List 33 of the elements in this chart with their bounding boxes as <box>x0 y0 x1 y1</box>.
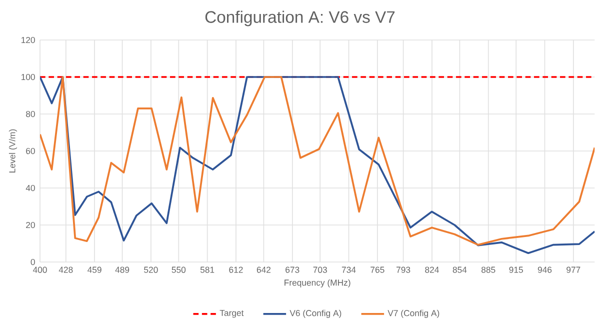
x-tick-label: 581 <box>200 266 214 273</box>
legend-label: V7 (Config A) <box>388 310 440 318</box>
x-tick-label: 459 <box>88 266 102 273</box>
y-tick-label: 40 <box>26 184 35 192</box>
x-tick-label: 612 <box>229 266 243 273</box>
x-tick-label: 915 <box>509 266 523 273</box>
x-tick-label: 550 <box>172 266 186 273</box>
x-axis-title: Frequency (MHz) <box>284 279 350 288</box>
x-tick-label: 520 <box>144 266 158 273</box>
chart-title: Configuration A: V6 vs V7 <box>205 10 395 26</box>
x-tick-label: 703 <box>313 266 327 273</box>
x-tick-label: 854 <box>452 266 467 273</box>
y-tick-label: 60 <box>26 148 35 154</box>
y-tick-label: 20 <box>26 222 35 228</box>
x-tick-label: 673 <box>286 266 300 273</box>
x-tick-label: 428 <box>58 266 73 273</box>
x-tick-label: 946 <box>538 266 552 273</box>
x-tick-label: 793 <box>396 266 410 273</box>
x-tick-label: 765 <box>370 266 384 273</box>
y-axis-title: Level (V/m) <box>8 129 18 172</box>
x-tick-label: 977 <box>566 266 580 273</box>
y-tick-label: 120 <box>22 36 35 44</box>
x-tick-label: 734 <box>342 266 356 273</box>
legend-label: V6 (Config A) <box>290 310 342 318</box>
x-tick-label: 400 <box>32 266 47 273</box>
y-tick-label: 100 <box>22 74 35 80</box>
x-tick-label: 642 <box>256 266 270 273</box>
x-tick-label: 885 <box>482 266 496 273</box>
y-tick-label: 0 <box>30 258 35 266</box>
x-tick-label: 489 <box>115 266 130 273</box>
legend-label: Target <box>220 310 244 318</box>
x-tick-label: 824 <box>425 266 439 273</box>
y-tick-label: 80 <box>26 110 35 118</box>
